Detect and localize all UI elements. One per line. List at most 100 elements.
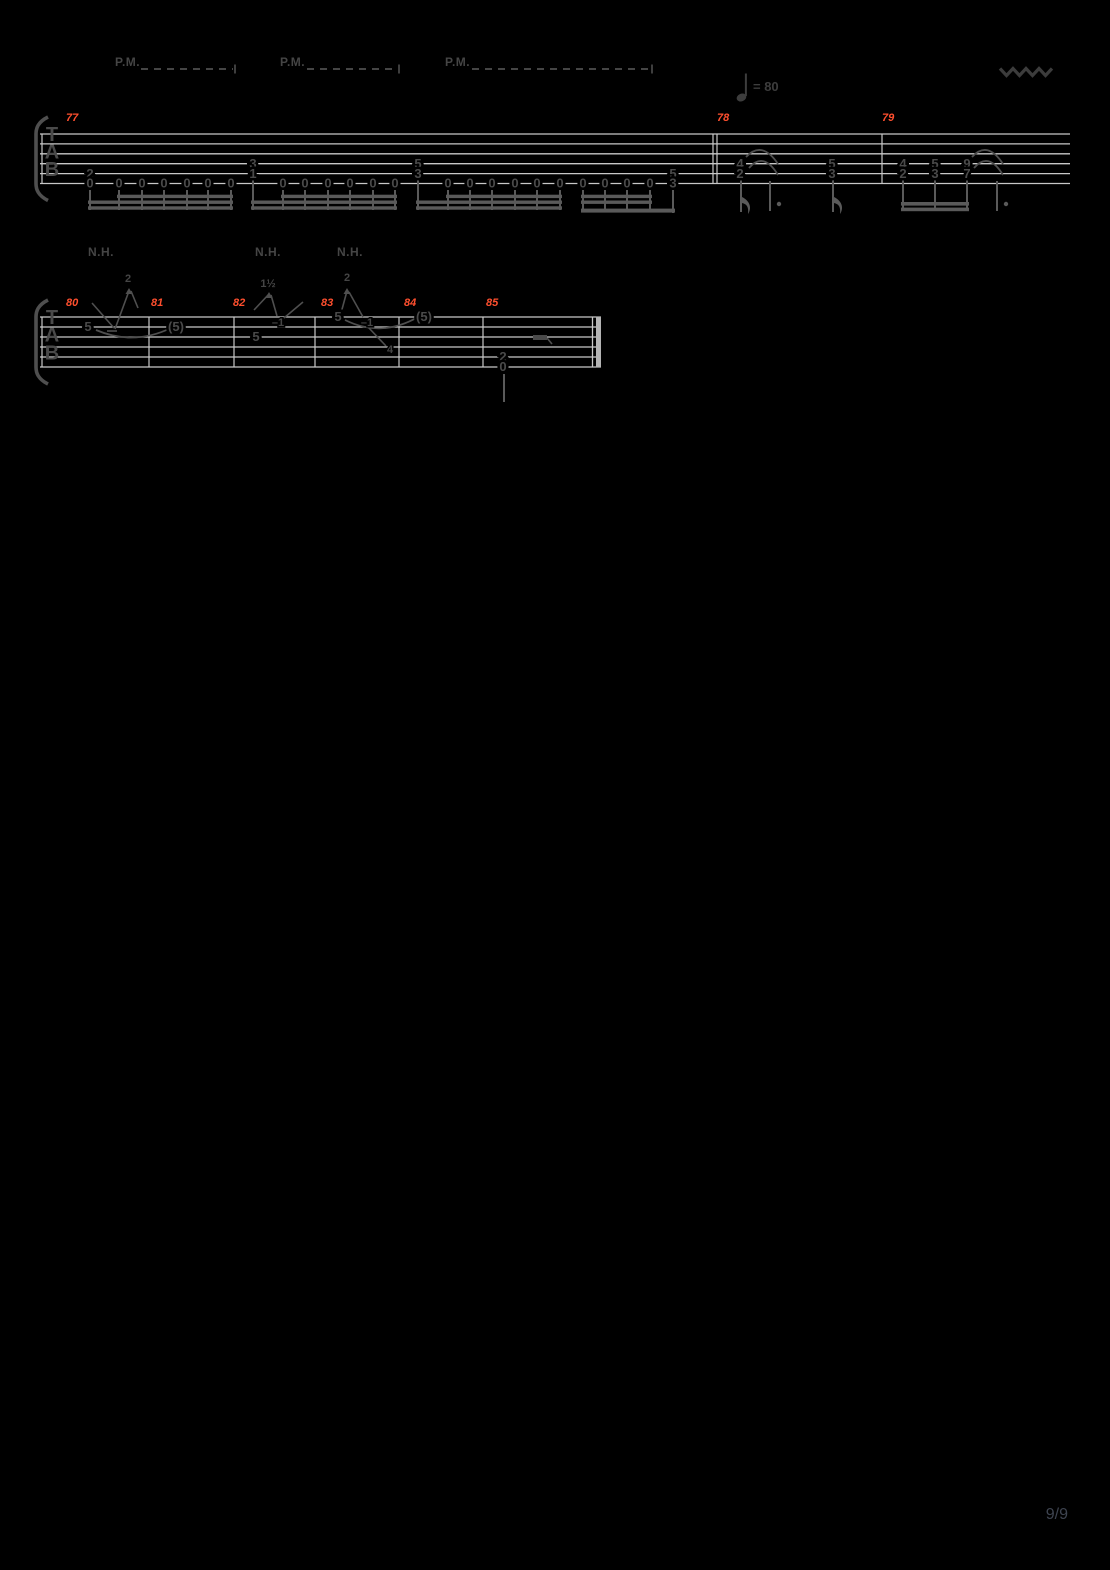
bend-line <box>91 302 115 329</box>
fret-number: 7 <box>963 166 970 181</box>
beam <box>88 200 233 204</box>
fret-number: 1 <box>249 166 256 181</box>
fret-number: 0 <box>499 359 506 374</box>
fret-number: 5 <box>414 156 421 171</box>
measure-number: 85 <box>486 297 499 309</box>
fret-number: 0 <box>346 176 353 191</box>
page-number: 9/9 <box>1045 1506 1068 1523</box>
bend-arrowhead <box>125 288 133 294</box>
fret-number: 5 <box>669 166 676 181</box>
tab-clef-letter: B <box>45 342 59 364</box>
fret-number: 0 <box>579 176 586 191</box>
fret-number: 0 <box>623 176 630 191</box>
final-barline <box>596 316 601 368</box>
fret-number: 0 <box>183 176 190 191</box>
fret-number: 0 <box>115 176 122 191</box>
palm-mute-label: P.M. <box>115 55 140 69</box>
augmentation-dot <box>1003 201 1009 207</box>
tab-clef-letter: T <box>46 307 58 329</box>
fret-number: 0 <box>227 176 234 191</box>
beam <box>251 206 397 210</box>
natural-harmonic-label: N.H. <box>337 245 363 259</box>
fret-number: 3 <box>931 166 938 181</box>
bend-label: 1½ <box>260 278 275 290</box>
fret-number: (5) <box>168 319 184 334</box>
eighth-flag <box>742 197 750 214</box>
palm-mute-label: P.M. <box>280 55 305 69</box>
beam <box>581 208 675 213</box>
fret-number: 0 <box>601 176 608 191</box>
fret-number: 0 <box>646 176 653 191</box>
fret-number: 0 <box>138 176 145 191</box>
tie-curve <box>344 316 419 330</box>
tie-curve <box>745 149 779 165</box>
measure-number: 77 <box>66 112 79 124</box>
beam <box>416 206 562 210</box>
natural-harmonic-label: N.H. <box>88 245 114 259</box>
bend-arrowhead <box>265 292 273 298</box>
bend-line <box>367 326 387 347</box>
bend-line <box>270 294 278 317</box>
fret-number: 3 <box>669 176 676 191</box>
tab-clef-letter: A <box>45 142 59 164</box>
measure-number: 81 <box>151 297 163 309</box>
tie-curve <box>95 327 172 339</box>
fret-number: 3 <box>249 156 256 171</box>
fret-number: 0 <box>204 176 211 191</box>
bend-line <box>348 291 364 318</box>
natural-harmonic-label: N.H. <box>255 245 281 259</box>
fret-number: 0 <box>488 176 495 191</box>
system-bracket <box>34 298 49 386</box>
beam <box>581 200 652 204</box>
half-rest <box>533 335 547 340</box>
tab-clef-letter: B <box>45 159 59 181</box>
tab-clef-letter: T <box>46 124 58 146</box>
beam <box>446 194 562 199</box>
bend-line <box>283 301 304 319</box>
bend-line <box>546 337 553 345</box>
bend-label: –1 <box>272 317 284 329</box>
tie-curve <box>748 160 779 176</box>
beam <box>901 202 969 206</box>
fret-number: 0 <box>391 176 398 191</box>
fret-number: 0 <box>279 176 286 191</box>
tempo-value: = 80 <box>753 79 779 94</box>
fret-number: 0 <box>511 176 518 191</box>
measure-number: 78 <box>717 112 730 124</box>
measure-number: 84 <box>404 297 416 309</box>
palm-mute-label: P.M. <box>445 55 470 69</box>
fret-number: 0 <box>533 176 540 191</box>
fret-number: 0 <box>369 176 376 191</box>
fret-number: 0 <box>160 176 167 191</box>
beam <box>901 207 969 212</box>
fret-number: 2 <box>899 166 906 181</box>
fret-number: 5 <box>828 156 835 171</box>
bend-arrowhead <box>343 288 351 294</box>
fret-number: 2 <box>736 166 743 181</box>
bend-line <box>114 290 130 330</box>
fret-number: 0 <box>301 176 308 191</box>
beam <box>251 200 397 204</box>
beam <box>581 194 652 199</box>
fret-number: 5 <box>334 309 341 324</box>
fret-number: (5) <box>416 309 432 324</box>
bend-label: 4 <box>387 344 394 356</box>
fret-number: 2 <box>499 349 506 364</box>
tie-curve <box>973 160 1004 176</box>
measure-number: 82 <box>233 297 245 309</box>
fret-number: 9 <box>963 156 970 171</box>
vibrato-icon <box>998 66 1054 78</box>
fret-number: 0 <box>86 176 93 191</box>
bend-label: –1 <box>361 317 373 329</box>
fret-number: 3 <box>414 166 421 181</box>
fret-number: 5 <box>84 319 91 334</box>
augmentation-dot <box>776 201 782 207</box>
fret-number: 0 <box>444 176 451 191</box>
eighth-flag <box>834 197 842 214</box>
fret-number: 2 <box>86 166 93 181</box>
tab-clef-letter: A <box>45 325 59 347</box>
beam <box>117 194 233 199</box>
beam <box>281 194 397 199</box>
